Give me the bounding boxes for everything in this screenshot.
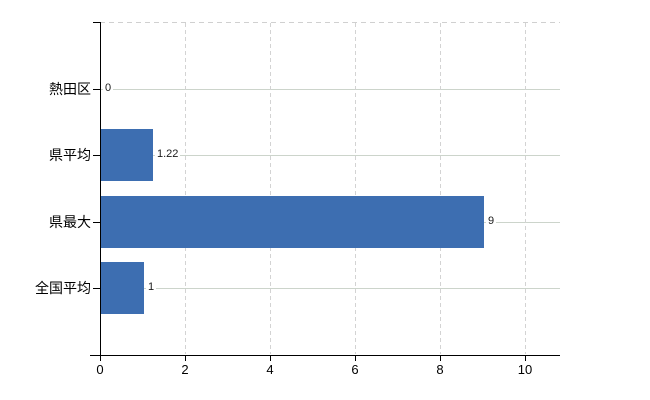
x-axis-tick [185, 356, 186, 361]
y-axis-top-tick [93, 22, 100, 23]
category-label-4: 全国平均 [35, 280, 91, 296]
value-label-3: 9 [486, 215, 497, 228]
category-label-3: 県最大 [49, 214, 91, 230]
value-label-1: 0 [103, 82, 114, 95]
vertical-gridline [440, 23, 441, 354]
bar-県平均 [101, 129, 153, 181]
x-tick-label-8: 8 [436, 362, 444, 377]
x-axis-tick [525, 356, 526, 361]
plot-top-border [100, 22, 560, 23]
y-axis-tick [93, 222, 100, 223]
y-axis-line [100, 22, 101, 359]
y-axis-tick [93, 155, 100, 156]
x-axis-tick [100, 356, 101, 361]
vertical-gridline [270, 23, 271, 354]
vertical-gridline [185, 23, 186, 354]
x-axis-line [90, 355, 560, 356]
category-label-1: 熱田区 [49, 81, 91, 97]
x-axis-tick [355, 356, 356, 361]
x-tick-label-10: 10 [517, 362, 533, 377]
x-tick-label-4: 4 [266, 362, 274, 377]
bar-全国平均 [101, 262, 144, 314]
x-axis-tick [440, 356, 441, 361]
horizontal-gridline [101, 288, 560, 289]
x-tick-label-0: 0 [96, 362, 104, 377]
x-axis-tick [270, 356, 271, 361]
x-tick-label-2: 2 [181, 362, 189, 377]
vertical-gridline [355, 23, 356, 354]
y-axis-tick [93, 288, 100, 289]
horizontal-gridline [101, 89, 560, 90]
x-tick-label-6: 6 [351, 362, 359, 377]
value-label-2: 1.22 [155, 148, 181, 161]
value-label-4: 1 [146, 281, 157, 294]
y-axis-tick [93, 89, 100, 90]
horizontal-gridline [101, 155, 560, 156]
category-label-2: 県平均 [49, 147, 91, 163]
bar-県最大 [101, 196, 484, 248]
vertical-gridline [525, 23, 526, 354]
